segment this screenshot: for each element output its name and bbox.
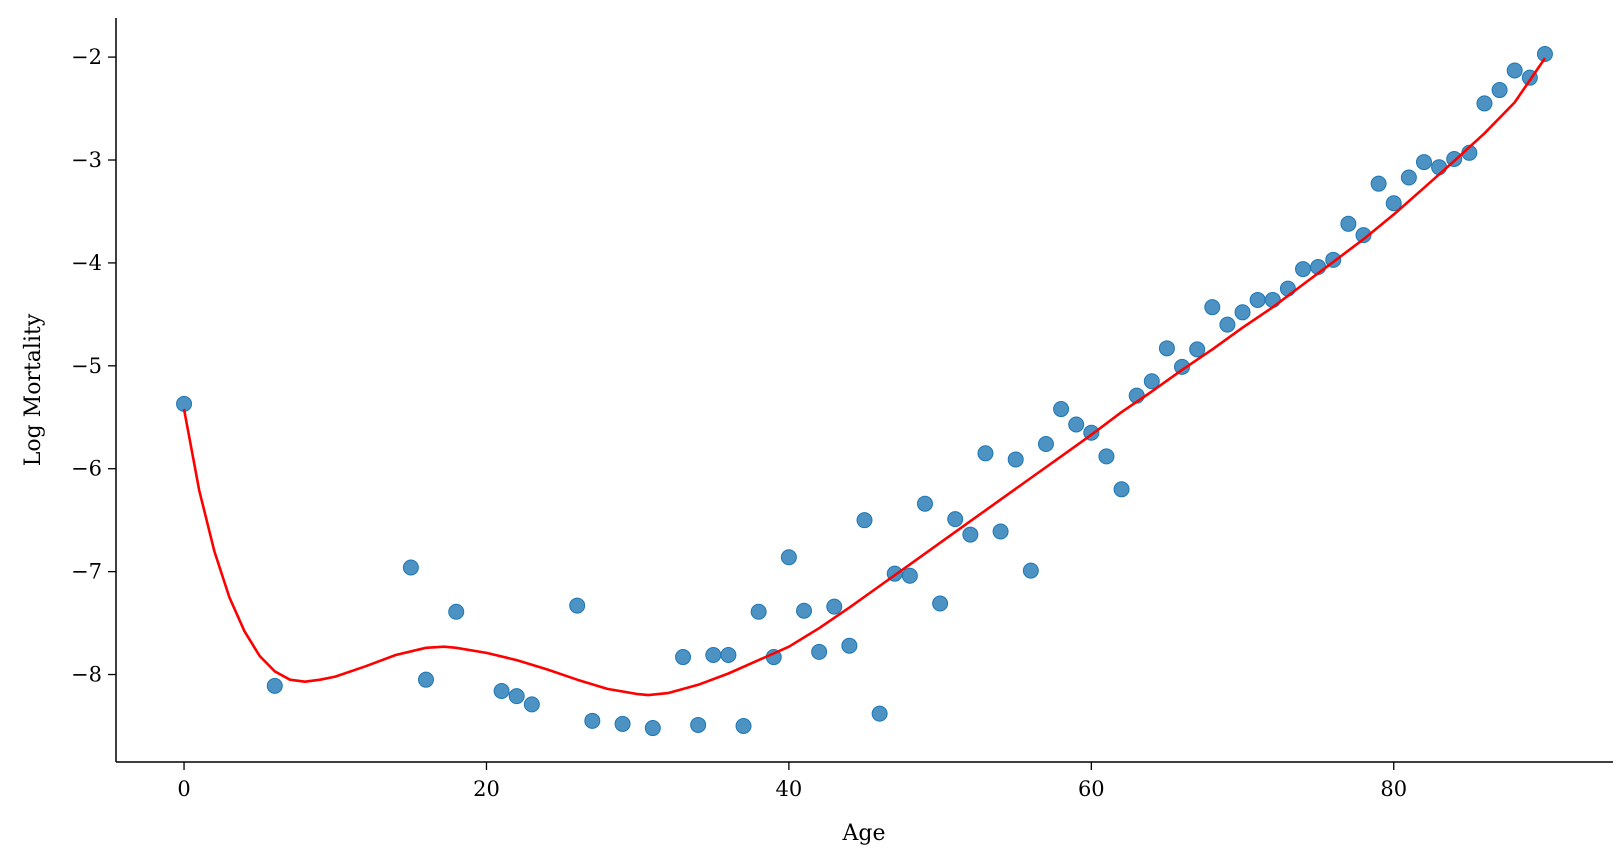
data-point — [780, 549, 797, 566]
data-point — [493, 682, 510, 699]
data-point — [1007, 451, 1024, 468]
y-tick-label: −8 — [71, 663, 102, 687]
x-ticks: 0 20 40 60 80 — [177, 762, 1407, 801]
data-point — [1143, 373, 1160, 390]
x-tick-label: 80 — [1380, 777, 1407, 801]
data-point — [1491, 82, 1508, 99]
x-tick-label: 40 — [776, 777, 803, 801]
y-tick-label: −5 — [71, 354, 102, 378]
data-point — [1174, 358, 1191, 375]
data-point — [584, 712, 601, 729]
data-point — [644, 720, 661, 737]
data-point — [796, 602, 813, 619]
data-point — [448, 603, 465, 620]
data-point — [523, 696, 540, 713]
axes — [115, 18, 1613, 763]
data-point — [266, 677, 283, 694]
data-point — [1068, 416, 1085, 433]
data-point — [735, 717, 752, 734]
data-point — [1219, 316, 1236, 333]
y-tick-label: −7 — [71, 560, 102, 584]
data-point — [1295, 261, 1312, 278]
data-point — [1234, 304, 1251, 321]
data-point — [1385, 195, 1402, 212]
data-point — [992, 523, 1009, 540]
data-point — [675, 649, 692, 666]
data-point — [1189, 341, 1206, 358]
x-axis-label: Age — [842, 821, 886, 846]
data-point — [705, 646, 722, 663]
data-point — [569, 597, 586, 614]
data-point — [1022, 562, 1039, 579]
data-point — [1264, 291, 1281, 308]
data-point — [932, 595, 949, 612]
data-point — [962, 526, 979, 543]
data-point — [901, 567, 918, 584]
data-point — [916, 495, 933, 512]
data-point — [841, 637, 858, 654]
data-point — [750, 603, 767, 620]
data-point — [1279, 280, 1296, 297]
data-point — [1098, 448, 1115, 465]
y-tick-label: −4 — [71, 251, 102, 275]
data-point — [1037, 436, 1054, 453]
data-point — [508, 688, 525, 705]
fit-line — [182, 57, 1547, 697]
data-point — [720, 646, 737, 663]
data-point — [1536, 46, 1553, 63]
data-point — [871, 705, 888, 722]
x-tick-label: 20 — [473, 777, 500, 801]
data-point — [1355, 227, 1372, 244]
x-tick-label: 0 — [177, 777, 190, 801]
data-point — [1431, 159, 1448, 176]
data-point — [417, 671, 434, 688]
data-point — [1400, 169, 1417, 186]
y-axis-label: Log Mortality — [21, 313, 46, 466]
data-point — [1506, 62, 1523, 79]
data-point — [402, 559, 419, 576]
data-point — [826, 598, 843, 615]
data-point — [1204, 299, 1221, 316]
data-point — [947, 511, 964, 528]
y-ticks: −2 −3 −4 −5 −6 −7 −8 — [71, 45, 116, 687]
data-point — [1158, 340, 1175, 357]
data-point — [1415, 154, 1432, 171]
y-tick-label: −3 — [71, 148, 102, 172]
data-point — [1476, 95, 1493, 112]
x-tick-label: 60 — [1078, 777, 1105, 801]
data-point — [977, 445, 994, 462]
data-point — [690, 716, 707, 733]
data-point — [1370, 175, 1387, 192]
data-point — [1340, 215, 1357, 232]
data-point — [1249, 291, 1266, 308]
plot-area — [176, 46, 1553, 737]
data-point — [1053, 401, 1070, 418]
data-point — [856, 512, 873, 529]
data-point — [1113, 481, 1130, 498]
data-point — [811, 643, 828, 660]
y-tick-label: −2 — [71, 45, 102, 69]
data-point — [614, 715, 631, 732]
y-tick-label: −6 — [71, 457, 102, 481]
